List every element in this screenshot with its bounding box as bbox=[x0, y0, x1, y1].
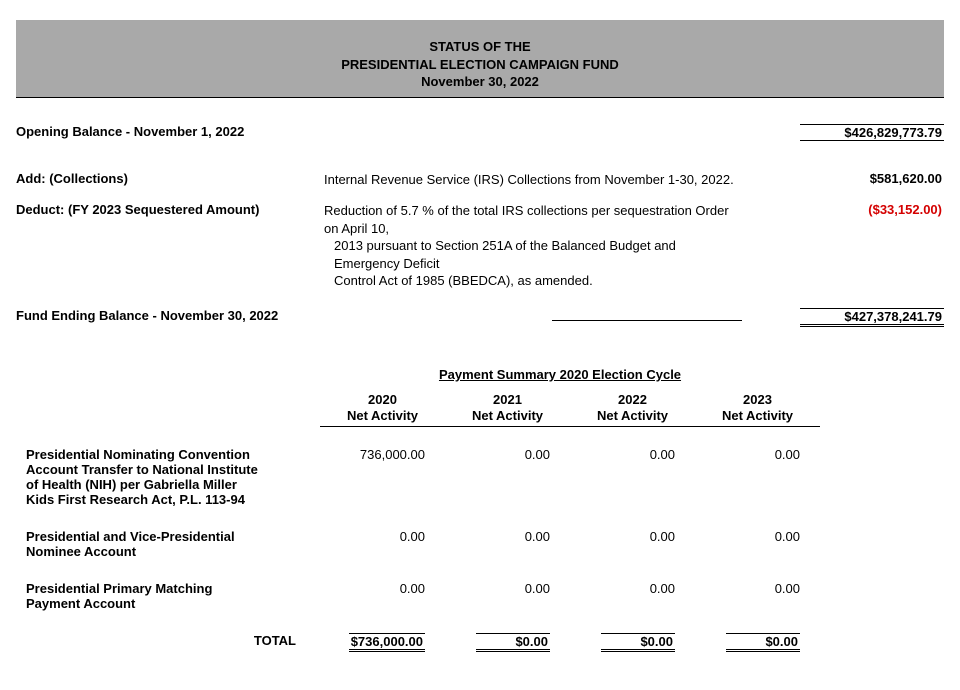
add-label: Add: (Collections) bbox=[16, 171, 324, 186]
header-line-3: November 30, 2022 bbox=[16, 73, 944, 91]
add-collections-row: Add: (Collections) Internal Revenue Serv… bbox=[16, 171, 944, 189]
ending-balance-row: Fund Ending Balance - November 30, 2022 … bbox=[16, 308, 944, 327]
deduct-label: Deduct: (FY 2023 Sequestered Amount) bbox=[16, 202, 324, 217]
table-row: Presidential Primary Matching Payment Ac… bbox=[20, 579, 920, 613]
row-label-1: Presidential and Vice-Presidential Nomin… bbox=[20, 527, 320, 561]
opening-balance-amount: $426,829,773.79 bbox=[800, 124, 944, 141]
document: STATUS OF THE PRESIDENTIAL ELECTION CAMP… bbox=[0, 20, 960, 654]
payment-summary-table: 2020 Net Activity 2021 Net Activity 2022… bbox=[20, 390, 920, 655]
header-line-1: STATUS OF THE bbox=[16, 38, 944, 56]
col-header-3: 2023 Net Activity bbox=[695, 390, 820, 427]
add-description: Internal Revenue Service (IRS) Collectio… bbox=[324, 171, 756, 189]
opening-balance-label: Opening Balance - November 1, 2022 bbox=[16, 124, 324, 139]
table-row: Presidential Nominating Convention Accou… bbox=[20, 445, 920, 509]
row-label-2: Presidential Primary Matching Payment Ac… bbox=[20, 579, 320, 613]
total-row: TOTAL $736,000.00 $0.00 $0.00 $0.00 bbox=[20, 631, 920, 654]
ending-balance-label: Fund Ending Balance - November 30, 2022 bbox=[16, 308, 324, 323]
deduct-amount: ($33,152.00) bbox=[800, 202, 944, 217]
table-row: Presidential and Vice-Presidential Nomin… bbox=[20, 527, 920, 561]
summary-header-row: 2020 Net Activity 2021 Net Activity 2022… bbox=[20, 390, 920, 427]
col-header-1: 2021 Net Activity bbox=[445, 390, 570, 427]
deduct-description: Reduction of 5.7 % of the total IRS coll… bbox=[324, 202, 756, 290]
deduct-row: Deduct: (FY 2023 Sequestered Amount) Red… bbox=[16, 202, 944, 290]
add-amount: $581,620.00 bbox=[800, 171, 944, 186]
payment-summary-title: Payment Summary 2020 Election Cycle bbox=[16, 367, 944, 382]
header-band: STATUS OF THE PRESIDENTIAL ELECTION CAMP… bbox=[16, 20, 944, 98]
col-header-0: 2020 Net Activity bbox=[320, 390, 445, 427]
header-line-2: PRESIDENTIAL ELECTION CAMPAIGN FUND bbox=[16, 56, 944, 74]
opening-balance-row: Opening Balance - November 1, 2022 $426,… bbox=[16, 124, 944, 141]
row-label-0: Presidential Nominating Convention Accou… bbox=[20, 445, 320, 509]
col-header-2: 2022 Net Activity bbox=[570, 390, 695, 427]
total-label: TOTAL bbox=[20, 631, 320, 654]
ending-balance-amount: $427,378,241.79 bbox=[800, 308, 944, 327]
